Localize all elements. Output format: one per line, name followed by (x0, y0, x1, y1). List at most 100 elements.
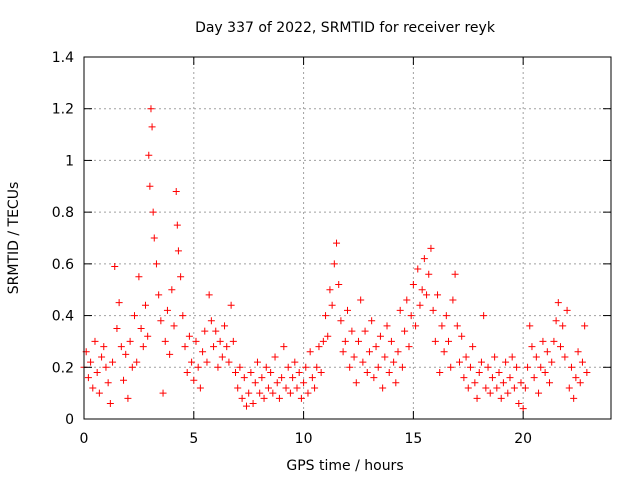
data-point (420, 255, 428, 263)
data-point (161, 337, 169, 345)
data-point (385, 368, 393, 376)
data-point (89, 384, 97, 392)
data-point (368, 317, 376, 325)
data-point (91, 337, 99, 345)
data-point (87, 358, 95, 366)
y-tick-label: 0.2 (52, 360, 74, 376)
data-point (260, 394, 268, 402)
y-tick-label: 1.4 (52, 50, 74, 66)
data-point (462, 353, 470, 361)
data-point (168, 286, 176, 294)
data-point (506, 374, 514, 382)
data-point (440, 348, 448, 356)
data-point (122, 350, 130, 358)
data-point (322, 312, 330, 320)
y-axis-label: SRMTID / TECUs (6, 182, 22, 295)
x-axis-label: GPS time / hours (286, 458, 403, 474)
data-point (493, 384, 501, 392)
data-point (126, 337, 134, 345)
data-point (486, 389, 494, 397)
data-point (273, 379, 281, 387)
data-point (488, 374, 496, 382)
data-point (383, 322, 391, 330)
data-point (447, 363, 455, 371)
data-point (453, 322, 461, 330)
data-point (319, 337, 327, 345)
data-point (324, 332, 332, 340)
data-point (361, 327, 369, 335)
data-point (528, 343, 536, 351)
data-point (93, 368, 101, 376)
data-point (427, 244, 435, 252)
data-point (157, 317, 165, 325)
data-point (84, 374, 92, 382)
data-point (510, 384, 518, 392)
data-point (563, 306, 571, 314)
data-point (131, 312, 139, 320)
data-point (144, 332, 152, 340)
data-point (513, 363, 521, 371)
grid-layer (84, 57, 611, 419)
y-tick-label: 0.8 (52, 205, 74, 221)
data-point (199, 348, 207, 356)
data-point (423, 291, 431, 299)
data-point (256, 389, 264, 397)
data-point (221, 322, 229, 330)
data-point (245, 389, 253, 397)
data-point (398, 363, 406, 371)
data-point (317, 368, 325, 376)
data-point (139, 343, 147, 351)
data-point (297, 394, 305, 402)
data-point (242, 402, 250, 410)
data-point (359, 358, 367, 366)
data-point (475, 368, 483, 376)
data-point (517, 379, 525, 387)
data-point (308, 374, 316, 382)
data-point (436, 368, 444, 376)
data-point (418, 286, 426, 294)
data-point (372, 343, 380, 351)
data-point (135, 273, 143, 281)
data-point (379, 384, 387, 392)
plot-frame (83, 56, 612, 420)
data-point (333, 239, 341, 247)
data-point (409, 281, 417, 289)
data-point (179, 312, 187, 320)
data-point (240, 374, 248, 382)
data-point (515, 399, 523, 407)
data-point (225, 358, 233, 366)
data-point (291, 358, 299, 366)
data-point (295, 368, 303, 376)
data-point (166, 350, 174, 358)
data-point (163, 306, 171, 314)
data-point (394, 348, 402, 356)
data-point (451, 270, 459, 278)
data-point (550, 337, 558, 345)
data-point (480, 312, 488, 320)
data-point (344, 306, 351, 314)
data-point (196, 384, 204, 392)
data-point (374, 363, 382, 371)
data-point (473, 394, 481, 402)
data-point (543, 348, 551, 356)
data-point (155, 291, 163, 299)
data-point (311, 384, 319, 392)
data-point (460, 374, 468, 382)
x-tick-label: 20 (514, 431, 532, 447)
data-point (302, 363, 310, 371)
data-point (104, 379, 112, 387)
data-point (438, 322, 446, 330)
data-point (210, 343, 218, 351)
data-point (269, 389, 277, 397)
data-point (376, 332, 384, 340)
data-point (350, 353, 358, 361)
data-point (583, 368, 591, 376)
data-point (227, 301, 235, 309)
data-point (425, 270, 433, 278)
data-point (185, 332, 193, 340)
data-point (236, 363, 244, 371)
data-point (149, 208, 157, 216)
data-point (401, 327, 409, 335)
data-point (326, 286, 334, 294)
data-point (416, 301, 424, 309)
